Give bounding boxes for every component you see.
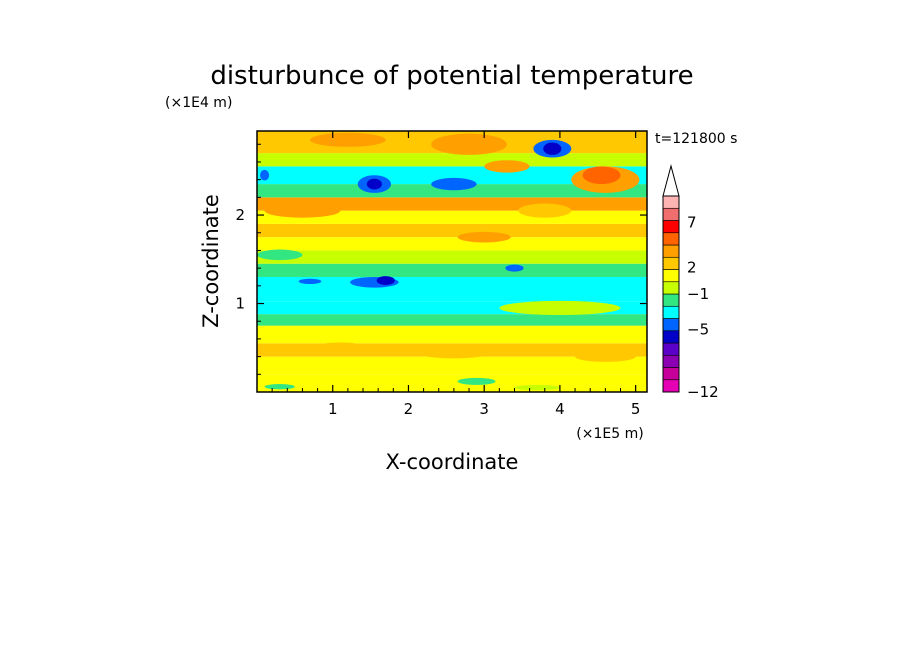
field-blob-19 <box>257 249 303 261</box>
x-axis-label: X-coordinate <box>386 450 519 474</box>
colorbar-label-2: −1 <box>687 285 709 303</box>
colorbar-swatch-15 <box>662 195 680 209</box>
field-band-7 <box>257 263 647 277</box>
field-band-0 <box>257 374 647 392</box>
field-blob-7 <box>543 142 562 155</box>
plot-frame <box>256 130 648 393</box>
colorbar-swatch-7 <box>662 293 680 307</box>
colorbar-swatch-9 <box>662 269 680 283</box>
y-axis-ticks: 12 <box>235 143 647 375</box>
field-band-14 <box>257 166 647 185</box>
field-band-10 <box>257 223 647 238</box>
field-blob-20 <box>416 345 492 359</box>
x-tick-label-0: 1 <box>328 400 338 418</box>
colorbar-label-0: 7 <box>687 214 697 232</box>
y-tick-label-0: 1 <box>235 295 245 313</box>
y-tick-label-1: 2 <box>235 206 245 224</box>
field-blob-17 <box>499 300 621 316</box>
field-band-13 <box>257 184 647 198</box>
field-blob-2 <box>298 278 322 285</box>
field-band-4 <box>257 314 647 326</box>
x-tick-label-3: 4 <box>555 400 565 418</box>
field-blob-8 <box>260 169 270 181</box>
x-tick-label-2: 3 <box>479 400 489 418</box>
field-blob-16 <box>310 132 386 147</box>
colorbar-label-1: 2 <box>687 258 697 276</box>
field-blob-4 <box>366 178 382 190</box>
field-blob-24 <box>264 384 295 390</box>
field-blob-22 <box>313 342 367 354</box>
field-blob-12 <box>431 133 507 155</box>
colorbar-swatch-4 <box>662 330 680 344</box>
colorbar-swatch-2 <box>662 354 680 368</box>
field-blob-25 <box>514 384 560 391</box>
field-blob-21 <box>575 351 636 362</box>
colorbar-swatch-0 <box>662 379 680 393</box>
field-band-9 <box>257 237 647 251</box>
colorbar-swatch-10 <box>662 256 680 270</box>
field-band-8 <box>257 250 647 264</box>
colorbar-swatch-6 <box>662 305 680 319</box>
colorbar-label-3: −5 <box>687 321 709 339</box>
colorbar-swatch-13 <box>662 220 680 234</box>
colorbar-label-4: −12 <box>687 383 719 401</box>
x-tick-label-4: 5 <box>631 400 641 418</box>
field-blob-9 <box>505 264 524 272</box>
colorbar-swatch-12 <box>662 232 680 246</box>
colorbar-frame <box>662 195 680 393</box>
colorbar-swatch-8 <box>662 281 680 295</box>
field-blob-23 <box>457 377 496 385</box>
field-blob-5 <box>431 177 477 191</box>
colorbar-swatch-5 <box>662 318 680 332</box>
colorbar-extend-arrow <box>662 164 680 197</box>
heatmap-field <box>257 131 647 392</box>
field-blob-14 <box>264 203 341 218</box>
chart-title: disturbunce of potential temperature <box>210 61 693 91</box>
x-unit-label: (×1E5 m) <box>576 426 643 442</box>
colorbar-swatch-14 <box>662 207 680 221</box>
y-unit-label: (×1E4 m) <box>165 95 232 111</box>
field-blob-15 <box>457 231 511 243</box>
field-blob-13 <box>484 160 530 173</box>
field-band-15 <box>257 153 647 167</box>
field-blob-11 <box>582 166 621 185</box>
field-blob-1 <box>376 276 395 285</box>
colorbar-swatch-1 <box>662 367 680 381</box>
x-tick-label-1: 2 <box>404 400 414 418</box>
field-band-1 <box>257 356 647 375</box>
colorbar-swatch-3 <box>662 342 680 356</box>
x-axis-ticks: 1 2 3 4 5 <box>271 131 641 418</box>
colorbar: 7 2 −1 −5 −12 <box>662 164 719 401</box>
field-blob-18 <box>518 203 572 218</box>
y-axis-label: Z-coordinate <box>199 194 223 328</box>
field-band-3 <box>257 325 647 344</box>
colorbar-swatch-11 <box>662 244 680 258</box>
time-label: t=121800 s <box>655 131 737 147</box>
field-band-6 <box>257 276 647 302</box>
